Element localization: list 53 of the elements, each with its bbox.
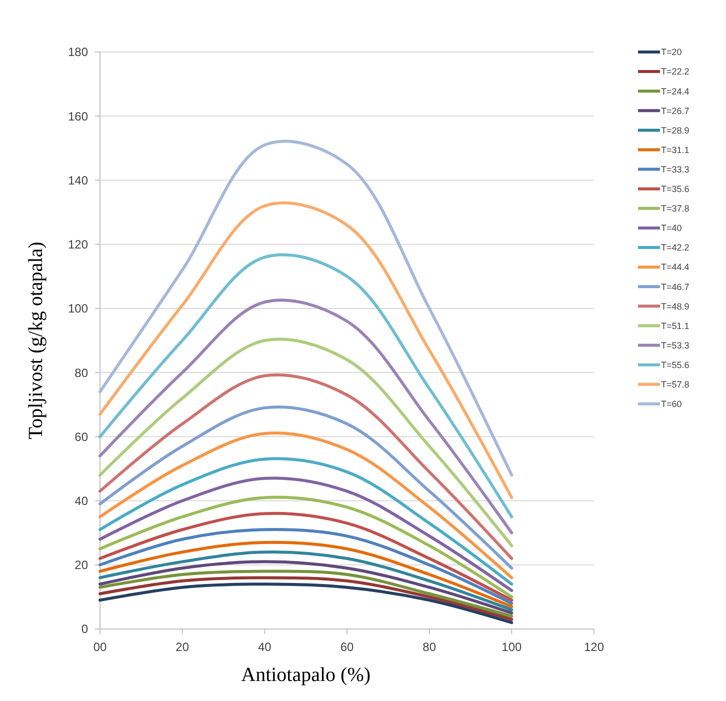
- line-series: [98, 582, 514, 624]
- legend-label: T=37.8: [661, 204, 690, 214]
- legend-label: T=46.7: [661, 282, 690, 292]
- y-tick-label: 80: [74, 366, 88, 380]
- legend-label: T=55.6: [661, 360, 690, 370]
- legend-label: T=35.6: [661, 184, 690, 194]
- legend-label: T=44.4: [661, 262, 690, 272]
- y-tick-label: 60: [74, 430, 88, 444]
- x-tick-label: 40: [258, 640, 272, 654]
- legend-label: T=51.1: [661, 320, 690, 331]
- x-tick-label: 20: [176, 640, 190, 654]
- line-series: [98, 550, 514, 612]
- y-tick-label: 140: [68, 173, 88, 188]
- legend-label: T=42.2: [661, 242, 690, 253]
- x-tick-label: 120: [584, 640, 604, 654]
- line-series: [98, 406, 514, 570]
- y-axis-title: Topljivost (g/kg otapala): [25, 242, 47, 440]
- x-tick-label: 100: [502, 640, 522, 654]
- legend-label: T=60: [661, 399, 682, 410]
- line-series: [98, 570, 514, 618]
- legend-label: T=33.3: [661, 164, 690, 174]
- line-series: [98, 496, 514, 598]
- legend-label: T=40: [661, 223, 682, 234]
- legend-label: T=28.9: [661, 125, 690, 136]
- line-series: [98, 576, 514, 621]
- line-series: [98, 476, 514, 592]
- x-tick-label: 00: [93, 640, 107, 654]
- legend-label: T=24.4: [661, 86, 690, 96]
- x-axis-title: Antiotapalo (%): [241, 664, 371, 686]
- line-series: [98, 512, 514, 602]
- x-tick-label: 80: [422, 640, 436, 654]
- y-tick-label: 100: [68, 302, 88, 316]
- legend-label: T=31.1: [661, 144, 690, 155]
- legend-label: T=48.9: [661, 301, 690, 312]
- y-tick-label: 120: [68, 238, 88, 252]
- y-tick-label: 40: [74, 494, 88, 508]
- x-tick-label: 60: [340, 640, 354, 654]
- line-series: [98, 373, 514, 560]
- line-series: [98, 432, 514, 580]
- legend-label: T=22.2: [661, 66, 690, 77]
- y-tick-label: 20: [74, 558, 88, 572]
- line-series: [98, 560, 514, 614]
- y-tick-label: 180: [68, 45, 88, 60]
- line-series: [98, 338, 514, 548]
- legend-label: T=53.3: [661, 340, 690, 350]
- legend-label: T=26.7: [661, 106, 690, 116]
- line-series: [98, 457, 514, 586]
- legend-label: T=57.8: [661, 380, 690, 390]
- legend-label: T=20: [661, 47, 682, 58]
- line-series: [98, 540, 514, 608]
- y-tick-label: 160: [68, 109, 88, 124]
- y-tick-label: 0: [81, 622, 88, 636]
- line-series: [98, 528, 514, 605]
